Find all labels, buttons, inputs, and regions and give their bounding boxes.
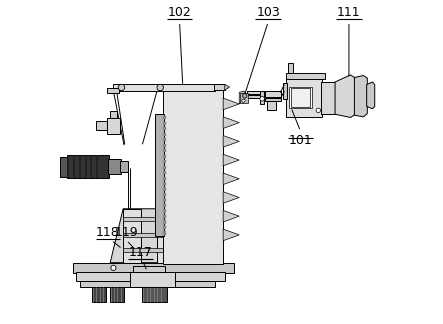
Polygon shape [354, 75, 367, 117]
Polygon shape [367, 82, 375, 109]
Bar [133, 266, 165, 272]
Polygon shape [223, 135, 239, 147]
Bar [163, 160, 166, 163]
Bar [123, 233, 175, 237]
Text: 102: 102 [168, 6, 191, 19]
Polygon shape [223, 210, 239, 222]
Bar [163, 155, 166, 158]
Bar [265, 98, 280, 101]
Bar [73, 263, 234, 273]
Bar [286, 73, 325, 79]
Bar [129, 272, 175, 287]
Bar [163, 231, 166, 235]
Text: 101: 101 [289, 134, 312, 147]
Text: 103: 103 [256, 6, 280, 19]
Bar [93, 287, 106, 302]
Circle shape [118, 84, 125, 91]
Bar [163, 209, 166, 213]
Bar [110, 111, 117, 118]
Bar [60, 156, 67, 177]
Polygon shape [223, 117, 239, 128]
Bar [107, 88, 119, 93]
Bar [267, 101, 276, 110]
Polygon shape [110, 209, 209, 263]
Bar [163, 116, 166, 120]
Bar [289, 87, 312, 108]
Bar [163, 122, 166, 125]
Circle shape [316, 108, 321, 113]
Bar [286, 78, 322, 117]
Polygon shape [335, 75, 355, 118]
Polygon shape [223, 154, 239, 166]
Bar [163, 127, 166, 130]
Bar [163, 193, 166, 196]
Bar [123, 209, 141, 263]
Bar [108, 159, 121, 174]
Bar [163, 177, 166, 180]
Circle shape [242, 94, 247, 98]
Bar [284, 83, 287, 99]
Bar [240, 93, 248, 103]
Bar [143, 287, 167, 302]
Bar [163, 226, 166, 229]
Bar [157, 209, 175, 263]
Bar [107, 118, 120, 133]
Bar [247, 91, 281, 94]
Bar [66, 155, 109, 178]
Bar [214, 84, 225, 90]
Polygon shape [223, 98, 239, 110]
Bar [123, 249, 175, 252]
Bar [113, 84, 215, 91]
Bar [321, 82, 335, 114]
Bar [163, 171, 166, 174]
Text: 117: 117 [128, 247, 152, 260]
Bar [163, 88, 223, 264]
Circle shape [111, 265, 116, 271]
Bar [163, 182, 166, 185]
Bar [163, 144, 166, 147]
Bar [163, 204, 166, 207]
Bar [163, 166, 166, 169]
Polygon shape [239, 91, 246, 104]
Bar [163, 199, 166, 202]
Bar [265, 91, 280, 98]
Bar [163, 188, 166, 191]
Bar [76, 272, 225, 281]
Polygon shape [223, 229, 239, 241]
Bar [123, 217, 175, 221]
Circle shape [157, 84, 163, 91]
Text: 119: 119 [115, 226, 138, 239]
Text: 111: 111 [337, 6, 361, 19]
Bar [163, 215, 166, 218]
Bar [163, 220, 166, 224]
Text: 118: 118 [96, 226, 120, 239]
Circle shape [242, 99, 245, 102]
Bar [260, 91, 264, 104]
Bar [110, 287, 124, 302]
Polygon shape [223, 192, 239, 203]
Bar [247, 95, 281, 98]
Circle shape [260, 97, 264, 101]
Bar [96, 121, 107, 130]
Bar [163, 133, 166, 136]
Bar [291, 88, 310, 107]
Bar [288, 63, 293, 73]
Polygon shape [223, 173, 239, 185]
Bar [155, 114, 164, 236]
Bar [80, 281, 215, 287]
Polygon shape [225, 84, 229, 90]
Bar [163, 138, 166, 141]
Bar [120, 161, 128, 172]
Bar [163, 149, 166, 152]
